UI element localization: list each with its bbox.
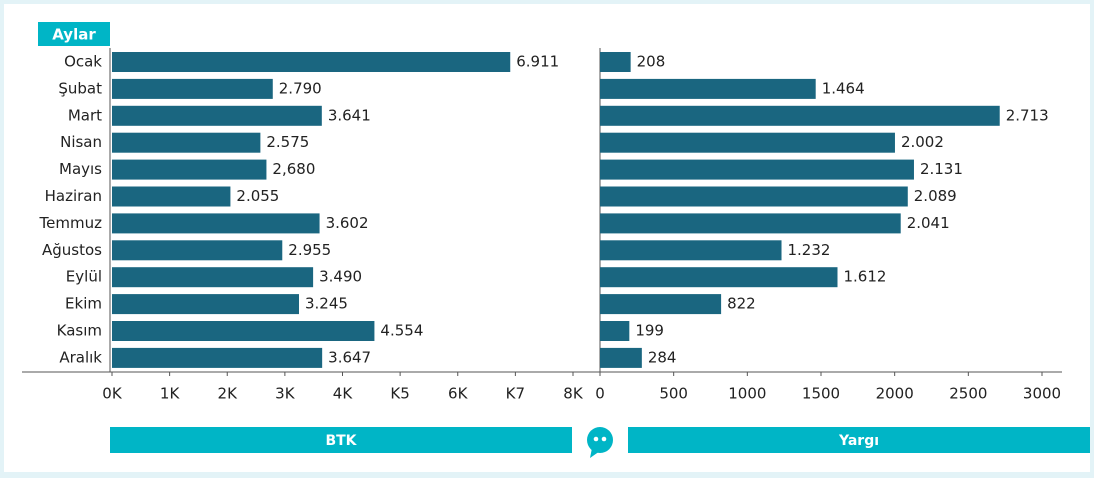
- value-label: 822: [727, 295, 756, 313]
- bar: [600, 132, 895, 153]
- bar: [600, 347, 642, 368]
- value-label: 2.713: [1006, 106, 1049, 124]
- icon-dot: [593, 436, 599, 442]
- value-label: 2.089: [914, 187, 957, 205]
- value-label: 2.002: [901, 133, 944, 151]
- bar: [112, 213, 320, 234]
- category-label: Temmuz: [39, 214, 103, 232]
- value-label: 1.612: [844, 268, 887, 286]
- category-label: Kasım: [57, 322, 102, 340]
- bar: [112, 186, 231, 207]
- bar: [112, 294, 299, 315]
- value-label: 199: [635, 322, 664, 340]
- category-label: Ekim: [65, 295, 102, 313]
- category-label: Ağustos: [42, 241, 102, 259]
- bar: [112, 132, 261, 153]
- bar: [600, 52, 631, 72]
- value-label: 208: [637, 53, 666, 71]
- x-tick-label: 2K: [218, 385, 239, 403]
- icon-dot: [601, 436, 607, 442]
- value-label: 2.575: [266, 133, 309, 151]
- value-label: 1.464: [822, 79, 865, 97]
- bar: [112, 78, 273, 99]
- x-tick-label: 3K: [275, 385, 296, 403]
- bar: [600, 105, 1000, 126]
- chart-title: BTK: [325, 433, 357, 449]
- bar: [112, 159, 267, 180]
- value-label: 2,680: [272, 160, 315, 178]
- bar: [112, 105, 322, 126]
- value-label: 3.490: [319, 268, 362, 286]
- bar: [600, 159, 914, 180]
- title-band: [110, 427, 572, 453]
- value-label: 3.245: [305, 295, 348, 313]
- category-label: Mart: [68, 106, 102, 124]
- bar: [600, 294, 722, 315]
- bar: [600, 213, 901, 234]
- category-label: Mayıs: [59, 160, 102, 178]
- value-label: 2.055: [236, 187, 279, 205]
- x-tick-label: 1K: [160, 385, 181, 403]
- bar: [600, 78, 816, 99]
- x-tick-label: 0: [595, 385, 605, 403]
- category-label: Nisan: [60, 133, 102, 151]
- category-label: Haziran: [45, 187, 102, 205]
- bar: [600, 186, 908, 207]
- x-tick-label: 4K: [333, 385, 354, 403]
- x-tick-label: 500: [659, 385, 688, 403]
- x-tick-label: 0K: [102, 385, 123, 403]
- bar: [112, 267, 314, 288]
- bar: [600, 267, 838, 288]
- value-label: 3.641: [328, 106, 371, 124]
- value-label: 1.232: [788, 241, 831, 259]
- value-label: 2.790: [279, 79, 322, 97]
- category-header: Aylar: [52, 26, 96, 44]
- x-tick-label: 1000: [728, 385, 766, 403]
- x-tick-label: 1500: [802, 385, 840, 403]
- value-label: 6.911: [516, 53, 559, 71]
- bar: [600, 240, 782, 261]
- bar: [112, 240, 283, 261]
- category-label: Şubat: [58, 79, 102, 97]
- value-label: 4.554: [380, 322, 423, 340]
- bar: [112, 347, 323, 368]
- category-label: Ocak: [64, 53, 102, 71]
- x-tick-label: K5: [390, 385, 409, 403]
- icon-tail: [590, 448, 600, 458]
- value-label: 2.955: [288, 241, 331, 259]
- value-label: 2.131: [920, 160, 963, 178]
- title-band: [628, 427, 1090, 453]
- icon: [587, 427, 613, 453]
- x-tick-label: 8K: [563, 385, 584, 403]
- x-tick-label: 2500: [949, 385, 987, 403]
- x-tick-label: 2000: [876, 385, 914, 403]
- category-label: Aralık: [59, 348, 102, 366]
- bar: [112, 321, 375, 341]
- category-label: Eylül: [66, 268, 102, 286]
- bar: [600, 321, 630, 341]
- x-tick-label: K7: [506, 385, 525, 403]
- value-label: 3.647: [328, 348, 371, 366]
- bar: [112, 52, 511, 72]
- chart-title: Yargı: [838, 433, 879, 449]
- header-box: [38, 22, 110, 46]
- x-tick-label: 3000: [1023, 385, 1061, 403]
- value-label: 3.602: [326, 214, 369, 232]
- x-tick-label: 6K: [448, 385, 469, 403]
- value-label: 284: [648, 348, 677, 366]
- value-label: 2.041: [907, 214, 950, 232]
